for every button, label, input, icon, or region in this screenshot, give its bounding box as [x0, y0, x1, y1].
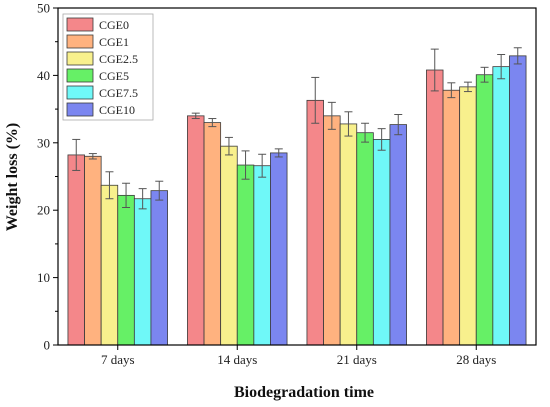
error-bar: [88, 153, 97, 160]
bar-CGE5-14-days: [236, 164, 255, 346]
legend-label-CGE7.5: CGE7.5: [99, 86, 138, 100]
error-bar: [327, 101, 336, 130]
legend-label-CGE1: CGE1: [99, 35, 129, 49]
bar-CGE7.5-28-days: [492, 66, 510, 346]
legend-swatch-CGE10: [66, 102, 94, 117]
error-bar: [377, 128, 386, 151]
error-bar: [191, 112, 200, 120]
bar-CGE2.5-28-days: [459, 86, 477, 346]
legend-label-CGE0: CGE0: [99, 18, 129, 32]
bar-CGE0-7-days: [67, 154, 85, 346]
bar-CGE0-28-days: [426, 69, 444, 346]
y-tick-label: 30: [37, 135, 50, 150]
legend-label-CGE2.5: CGE2.5: [99, 52, 138, 66]
error-bar: [311, 76, 320, 124]
error-bar: [344, 111, 353, 137]
y-tick-label: 20: [37, 203, 50, 218]
bar-CGE1-14-days: [203, 122, 222, 346]
y-tick-label: 0: [44, 338, 51, 353]
bar-CGE0-21-days: [306, 99, 324, 346]
legend-label-CGE10: CGE10: [99, 103, 135, 117]
bar-CGE1-7-days: [84, 155, 102, 346]
bar-CGE0-14-days: [187, 115, 205, 346]
y-axis-title: Weight loss (%): [4, 123, 21, 231]
bar-CGE2.5-21-days: [339, 123, 358, 346]
legend-swatch-CGE5: [66, 68, 94, 83]
bar-CGE10-21-days: [389, 124, 407, 346]
error-bar: [258, 153, 267, 178]
error-bar: [447, 82, 456, 99]
legend-swatch-CGE0: [66, 17, 94, 32]
error-bar: [105, 171, 114, 200]
bar-CGE2.5-14-days: [220, 145, 238, 346]
error-bar: [72, 138, 81, 171]
bar-CGE1-28-days: [442, 89, 461, 346]
bar-CGE7.5-7-days: [133, 198, 152, 346]
error-bar: [155, 180, 164, 201]
legend-label-CGE5: CGE5: [99, 69, 129, 83]
error-bar: [241, 150, 250, 180]
error-bar: [361, 122, 370, 143]
bar-CGE5-7-days: [117, 194, 135, 346]
error-bar: [208, 118, 217, 128]
x-tick-label: 28 days: [456, 352, 496, 367]
bar-CGE5-21-days: [356, 132, 374, 346]
legend-swatch-CGE7.5: [66, 85, 94, 100]
error-bar: [394, 113, 403, 136]
bar-CGE10-28-days: [509, 55, 527, 346]
y-tick-label: 50: [37, 1, 50, 16]
bar-CGE5-28-days: [475, 74, 494, 346]
bar-CGE2.5-7-days: [100, 184, 119, 346]
error-bar: [122, 182, 131, 209]
bar-CGE7.5-14-days: [253, 165, 271, 346]
error-bar: [513, 47, 522, 65]
error-bar: [138, 188, 147, 210]
x-tick-label: 7 days: [101, 352, 135, 367]
bar-CGE10-14-days: [270, 152, 288, 346]
bar-CGE1-21-days: [323, 115, 341, 346]
bar-CGE7.5-21-days: [372, 139, 391, 346]
axes: 0 10 20 30 40 50 7 days 14 days 21 days 28 days: [37, 1, 537, 367]
error-bar: [497, 54, 506, 80]
bar-CGE10-7-days: [150, 190, 168, 346]
plot-area: [67, 47, 527, 346]
legend-swatch-CGE1: [66, 34, 94, 49]
x-axis-title: Biodegradation time: [234, 384, 374, 401]
y-tick-label: 40: [37, 68, 50, 83]
x-tick-label: 14 days: [217, 352, 257, 367]
error-bar: [224, 136, 233, 156]
y-tick-label: 10: [37, 270, 50, 285]
error-bar: [463, 81, 472, 93]
x-tick-label: 21 days: [337, 352, 377, 367]
legend-swatch-CGE2.5: [66, 51, 94, 66]
legend-box: [62, 13, 154, 121]
error-bar: [430, 48, 439, 92]
error-bar: [274, 148, 283, 158]
error-bar: [480, 66, 489, 83]
legend: CGE0 CGE1 CGE2.5 CGE5 CGE7.5 CGE10: [62, 13, 154, 121]
